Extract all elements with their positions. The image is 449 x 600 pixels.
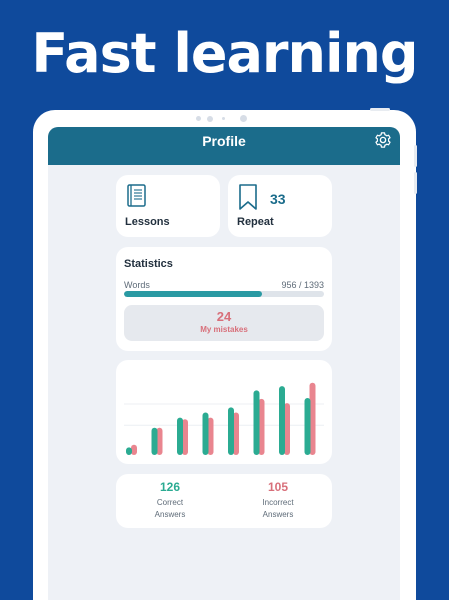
statistics-card: Statistics Words 956 / 1393 24 My mistak… [116,247,332,351]
chart-bar-correct [279,386,285,455]
bar-chart [124,382,324,455]
words-progress-fill [124,291,262,297]
words-label: Words [124,280,150,290]
chart-bar-correct [228,407,234,455]
statistics-title: Statistics [124,258,173,270]
app-header: Profile [48,127,400,165]
chart-bar-correct [177,417,183,455]
words-count: 956 / 1393 [281,280,324,290]
chart-bar-correct [202,412,209,455]
incorrect-label-line2: Answers [262,510,294,519]
book-icon [127,184,146,207]
app-screen: Profile Lessons 33 Repeat Statistics Wor… [48,127,400,600]
chart-bar-incorrect [233,412,239,455]
repeat-label: Repeat [237,216,274,228]
chart-bar-correct [253,390,260,455]
repeat-count: 33 [270,191,286,207]
incorrect-label-line1: Incorrect [262,498,294,507]
tablet-sensor [196,116,201,121]
incorrect-label: Incorrect Answers [228,497,328,521]
chart-bar-incorrect [258,398,265,455]
chart-bar-incorrect [309,382,316,455]
tablet-volume-down-button [414,172,417,194]
incorrect-count: 105 [267,480,289,494]
mistakes-count: 24 [216,309,232,324]
bookmark-icon [239,184,257,210]
incorrect-answers: 105 Incorrect Answers [228,480,328,521]
tablet-power-button [370,108,390,111]
chart-bar-incorrect [207,417,214,455]
chart-bar-incorrect [131,444,137,455]
tablet-volume-up-button [414,145,417,167]
mistakes-label: My mistakes [200,325,248,334]
gear-icon[interactable] [374,131,392,149]
chart-bar-incorrect [182,419,188,455]
chart-bar-incorrect [156,427,163,455]
tablet-camera [207,116,213,122]
chart-bar-incorrect [284,403,290,455]
chart-bar-correct [151,427,158,455]
answers-card: 126 Correct Answers 105 Incorrect Answer… [116,474,332,528]
lessons-card[interactable]: Lessons [116,175,220,237]
tablet-camera [240,115,247,122]
headline: Fast learning [31,22,418,85]
page-title: Profile [202,133,246,149]
words-progress-bar [124,291,324,297]
correct-count: 126 [159,480,181,494]
repeat-card[interactable]: 33 Repeat [228,175,332,237]
correct-answers: 126 Correct Answers [120,480,220,521]
progress-chart-card [116,360,332,464]
correct-label-line1: Correct [156,498,184,507]
my-mistakes-button[interactable]: 24 My mistakes [124,305,324,341]
chart-bar-correct [126,447,132,455]
correct-label-line2: Answers [154,510,186,519]
lessons-label: Lessons [125,216,170,228]
correct-label: Correct Answers [120,497,220,521]
chart-bar-correct [304,398,311,455]
tablet-sensor [222,117,225,120]
